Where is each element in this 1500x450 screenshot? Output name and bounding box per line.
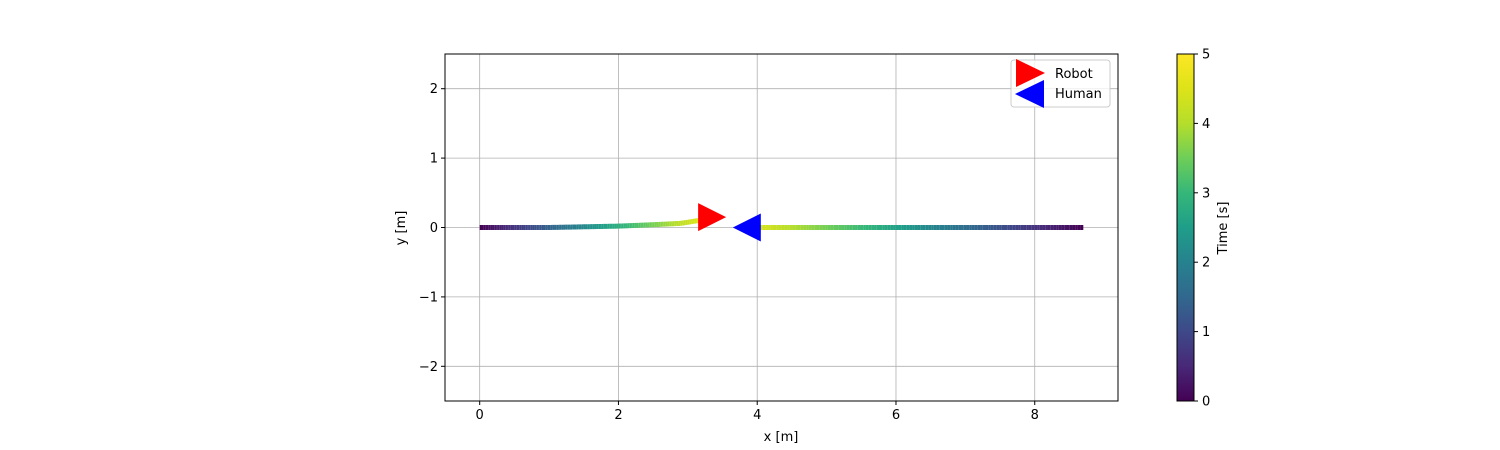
- colorbar-tick-label: 5: [1202, 48, 1210, 63]
- y-tick-label: 1: [430, 152, 438, 167]
- colorbar-tick-label: 4: [1202, 117, 1210, 132]
- colorbar-ticks: 0 1 2 3 4 5: [1194, 48, 1210, 410]
- colorbar-tick-label: 0: [1202, 395, 1210, 410]
- robot-position-marker: [698, 203, 727, 232]
- legend-human-label: Human: [1055, 87, 1102, 102]
- x-axis-label: x [m]: [764, 430, 799, 445]
- colorbar-label: Time [s]: [1216, 202, 1231, 256]
- colorbar-gradient: [1176, 53, 1195, 402]
- legend: Robot Human: [1010, 59, 1111, 108]
- legend-robot-marker-icon: [1016, 59, 1045, 87]
- position-markers: [698, 203, 761, 242]
- x-tick-label: 4: [753, 408, 761, 423]
- y-tick-label: −1: [419, 290, 438, 305]
- x-tick-label: 2: [614, 408, 622, 423]
- colorbar: 0 1 2 3 4 5 Time [s]: [1176, 48, 1231, 410]
- y-axis-ticks: −2 −1 0 1 2: [419, 82, 445, 375]
- colorbar-tick-label: 2: [1202, 256, 1210, 271]
- x-tick-label: 0: [476, 408, 484, 423]
- human-position-marker: [732, 213, 761, 242]
- x-tick-label: 6: [892, 408, 900, 423]
- y-axis-label: y [m]: [394, 211, 409, 246]
- x-axis-ticks: 0 2 4 6 8: [476, 401, 1039, 423]
- trajectory-traces: [479, 218, 1084, 230]
- x-tick-label: 8: [1031, 408, 1039, 423]
- colorbar-tick-label: 3: [1202, 186, 1210, 201]
- legend-robot-label: Robot: [1055, 67, 1093, 82]
- y-tick-label: 0: [430, 221, 438, 236]
- legend-human-marker-icon: [1015, 80, 1044, 108]
- y-tick-label: −2: [419, 360, 438, 375]
- y-tick-label: 2: [430, 82, 438, 97]
- colorbar-tick-label: 1: [1202, 325, 1210, 340]
